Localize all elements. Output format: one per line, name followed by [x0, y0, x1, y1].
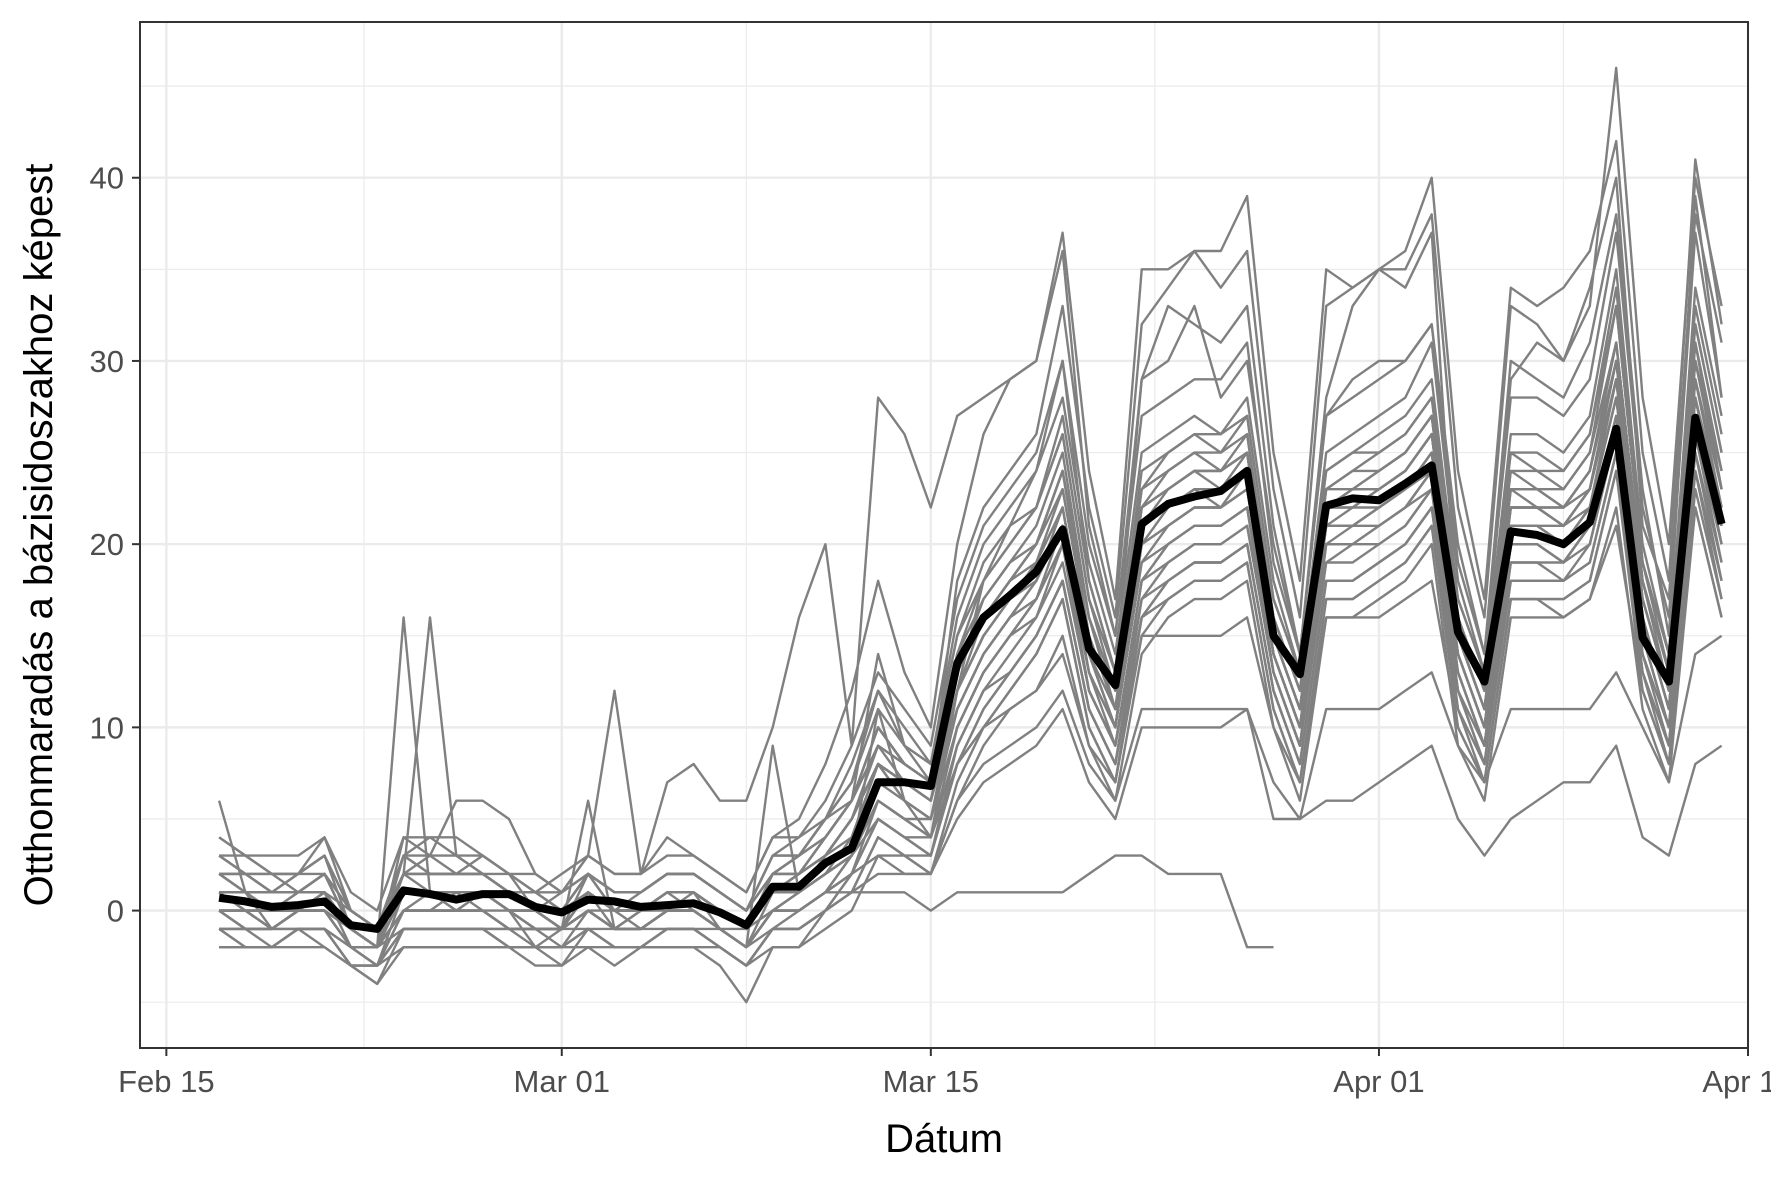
x-tick-label: Mar 15 — [883, 1064, 979, 1099]
x-axis-title: Dátum — [885, 1117, 1003, 1161]
x-tick-label: Feb 15 — [118, 1064, 215, 1099]
series-line-25 — [218, 231, 1723, 912]
series-line-2 — [218, 66, 1723, 949]
series-line-33 — [218, 707, 1723, 949]
x-tick-label: Apr 15 — [1702, 1064, 1771, 1099]
x-axis: Feb 15 Mar 01 Mar 15 Apr 01 Apr 15 — [118, 1048, 1771, 1099]
y-axis-title: Otthonmaradás a bázisidoszakhoz képest — [17, 164, 61, 907]
y-tick-label: 20 — [90, 527, 124, 562]
major-gridlines — [140, 22, 1750, 1048]
x-tick-label: Apr 01 — [1333, 1064, 1424, 1099]
series-line-31 — [219, 506, 1723, 949]
series-line-14 — [219, 506, 1723, 967]
y-tick-label: 30 — [90, 344, 124, 379]
y-tick-label: 0 — [107, 894, 124, 929]
y-tick-label: 40 — [90, 161, 124, 196]
series-lines — [217, 66, 1726, 1004]
series-line-highlight — [218, 413, 1726, 933]
y-axis: 0 10 20 30 40 — [90, 161, 140, 929]
series-line-34 — [219, 854, 1274, 949]
series-line-3 — [219, 194, 1723, 931]
y-tick-label: 10 — [90, 710, 124, 745]
plot-border — [139, 21, 1749, 1049]
x-tick-label: Mar 01 — [514, 1064, 610, 1099]
